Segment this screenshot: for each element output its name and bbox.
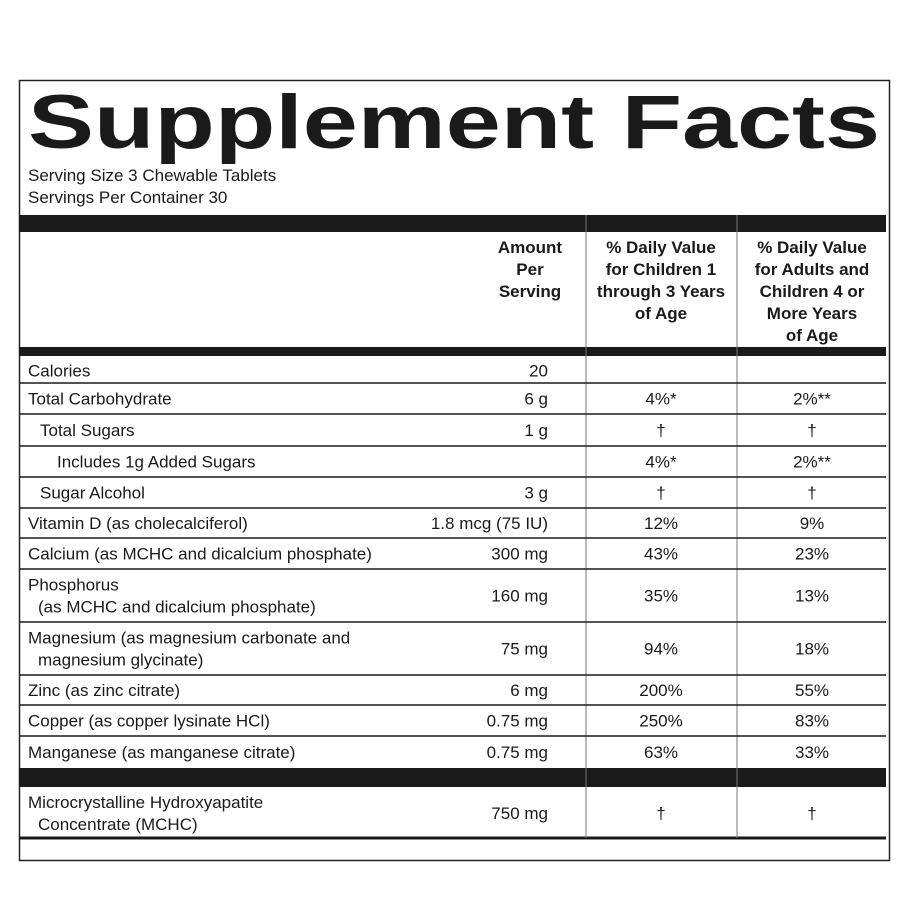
dv-adults: † (807, 484, 816, 503)
column-header: More Years (767, 304, 857, 323)
dv-children: 63% (644, 743, 678, 762)
dv-children: 94% (644, 640, 678, 659)
amount: 6 g (524, 390, 548, 409)
nutrient-name: Microcrystalline Hydroxyapatite (28, 793, 263, 812)
label-border (18, 79, 891, 862)
column-header: of Age (786, 326, 838, 345)
nutrient-name: (as MCHC and dicalcium phosphate) (38, 598, 316, 617)
amount: 750 mg (491, 804, 548, 823)
amount: 1 g (524, 421, 548, 440)
dv-children: † (656, 421, 665, 440)
column-header: % Daily Value (757, 238, 867, 257)
nutrient-name: Calcium (as MCHC and dicalcium phosphate… (28, 545, 372, 564)
nutrient-name: Vitamin D (as cholecalciferol) (28, 514, 248, 533)
thick-rule (19, 215, 886, 232)
amount: 20 (529, 362, 548, 381)
dv-children: 4%* (645, 390, 677, 409)
amount: 160 mg (491, 587, 548, 606)
column-header: for Adults and (755, 260, 870, 279)
amount: 3 g (524, 484, 548, 503)
dv-adults: 18% (795, 640, 829, 659)
dv-children: † (656, 804, 665, 823)
dv-adults: † (807, 421, 816, 440)
nutrient-name: Total Carbohydrate (28, 390, 172, 409)
nutrient-name: Copper (as copper lysinate HCl) (28, 712, 270, 731)
nutrient-name: Manganese (as manganese citrate) (28, 743, 295, 762)
nutrient-name: Total Sugars (40, 421, 135, 440)
nutrient-name: Includes 1g Added Sugars (57, 453, 255, 472)
column-header: through 3 Years (597, 282, 725, 301)
servings-per-container: Servings Per Container 30 (28, 188, 227, 207)
dv-children: 35% (644, 587, 678, 606)
amount: 6 mg (510, 681, 548, 700)
dv-adults: 13% (795, 587, 829, 606)
nutrient-name: Phosphorus (28, 576, 119, 595)
nutrient-name: Magnesium (as magnesium carbonate and (28, 629, 350, 648)
column-header: Children 4 or (760, 282, 865, 301)
nutrient-name: Sugar Alcohol (40, 484, 145, 503)
thick-rule (19, 768, 886, 787)
column-header: Per (516, 260, 544, 279)
dv-children: 43% (644, 545, 678, 564)
dv-adults: 83% (795, 712, 829, 731)
serving-size: Serving Size 3 Chewable Tablets (28, 166, 276, 185)
dv-children: 12% (644, 514, 678, 533)
nutrient-name: Zinc (as zinc citrate) (28, 681, 180, 700)
amount: 75 mg (501, 640, 548, 659)
column-header: of Age (635, 304, 687, 323)
column-header: for Children 1 (606, 260, 717, 279)
column-header: Amount (498, 238, 563, 257)
nutrient-name: Concentrate (MCHC) (38, 815, 198, 834)
nutrient-name: magnesium glycinate) (38, 651, 203, 670)
dv-children: 200% (639, 681, 682, 700)
amount: 1.8 mcg (75 IU) (431, 514, 548, 533)
dv-adults: 2%** (793, 453, 831, 472)
nutrient-name: Calories (28, 362, 90, 381)
dv-adults: 23% (795, 545, 829, 564)
dv-adults: 2%** (793, 390, 831, 409)
column-header: Serving (499, 282, 561, 301)
dv-children: † (656, 484, 665, 503)
label-title: Supplement Facts (28, 80, 880, 165)
dv-adults: † (807, 804, 816, 823)
amount: 0.75 mg (487, 712, 548, 731)
thick-rule (19, 347, 886, 356)
dv-adults: 33% (795, 743, 829, 762)
amount: 0.75 mg (487, 743, 548, 762)
dv-adults: 55% (795, 681, 829, 700)
column-header: % Daily Value (606, 238, 716, 257)
dv-adults: 9% (800, 514, 825, 533)
amount: 300 mg (491, 545, 548, 564)
dv-children: 250% (639, 712, 682, 731)
dv-children: 4%* (645, 453, 677, 472)
